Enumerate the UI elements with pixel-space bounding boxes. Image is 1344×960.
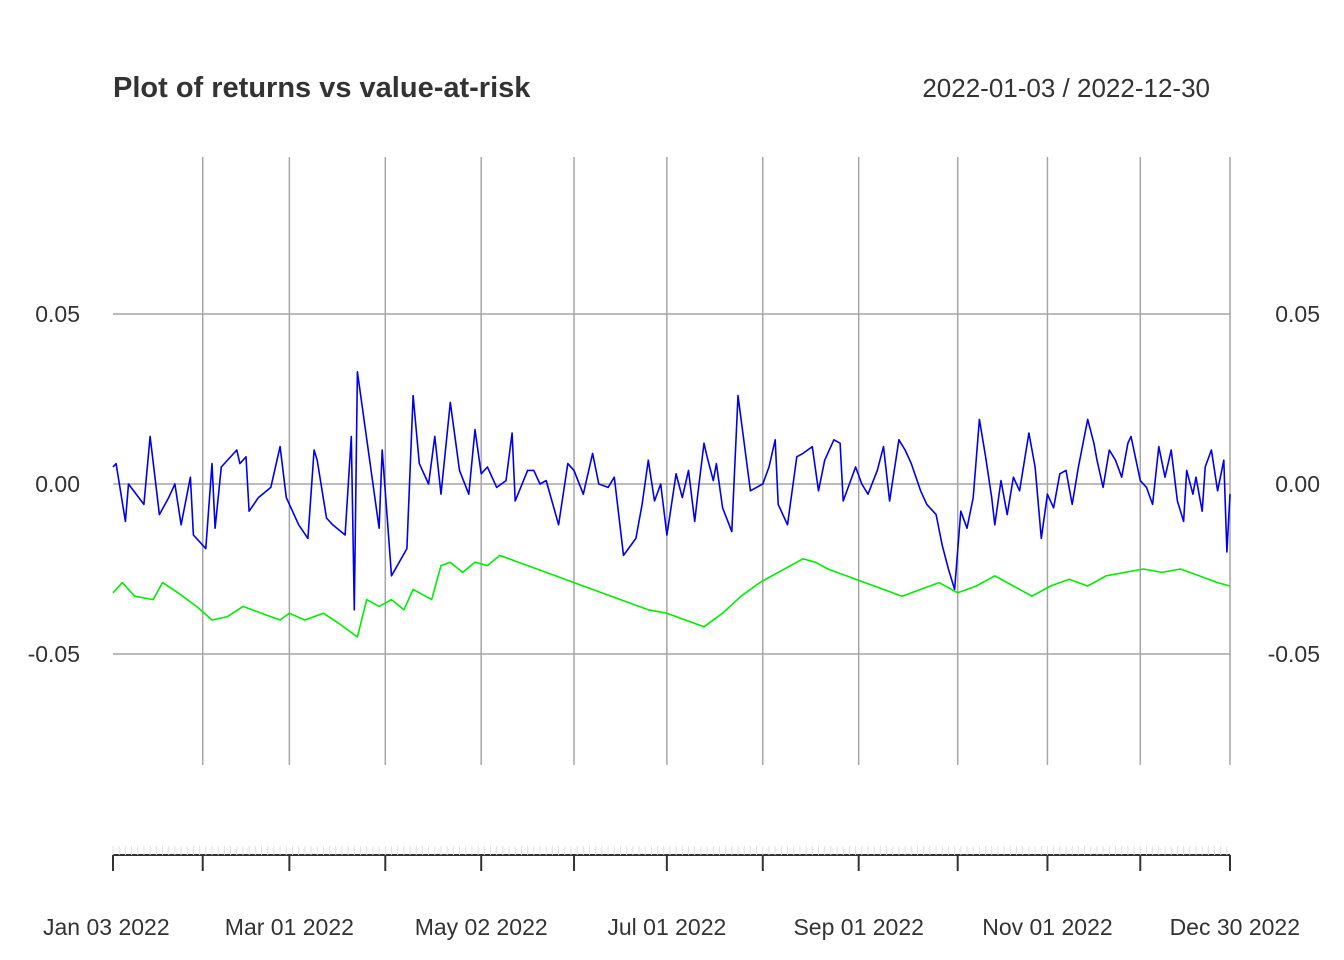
x-tick-label: Sep 01 2022 xyxy=(793,914,923,940)
series-lines xyxy=(112,370,1231,638)
y-tick-label-right: -0.05 xyxy=(1268,641,1320,667)
x-tick-label: Jan 03 2022 xyxy=(43,914,170,940)
x-tick-label: Nov 01 2022 xyxy=(982,914,1112,940)
y-axis: 0.05 0.05 0.00 0.00 -0.05 -0.05 xyxy=(28,301,1320,667)
y-tick-label-left: -0.05 xyxy=(28,641,80,667)
chart-title: Plot of returns vs value-at-risk xyxy=(113,72,531,104)
x-axis: Jan 03 2022 Mar 01 2022 May 02 2022 Jul 01 … xyxy=(43,846,1300,940)
series-line-2 xyxy=(112,554,1231,638)
y-tick-label-right: 0.00 xyxy=(1275,471,1320,497)
x-tick-label: Dec 30 2022 xyxy=(1170,914,1300,940)
y-tick-label-right: 0.05 xyxy=(1275,301,1320,327)
x-tick-label: May 02 2022 xyxy=(415,914,548,940)
y-tick-label-left: 0.00 xyxy=(35,471,80,497)
x-tick-label: Jul 01 2022 xyxy=(607,914,726,940)
x-tick-label: Mar 01 2022 xyxy=(225,914,354,940)
grid xyxy=(113,157,1231,765)
y-tick-label-left: 0.05 xyxy=(35,301,80,327)
series-line-1 xyxy=(112,370,1231,611)
date-range-label: 2022-01-03 / 2022-12-30 xyxy=(922,73,1210,103)
